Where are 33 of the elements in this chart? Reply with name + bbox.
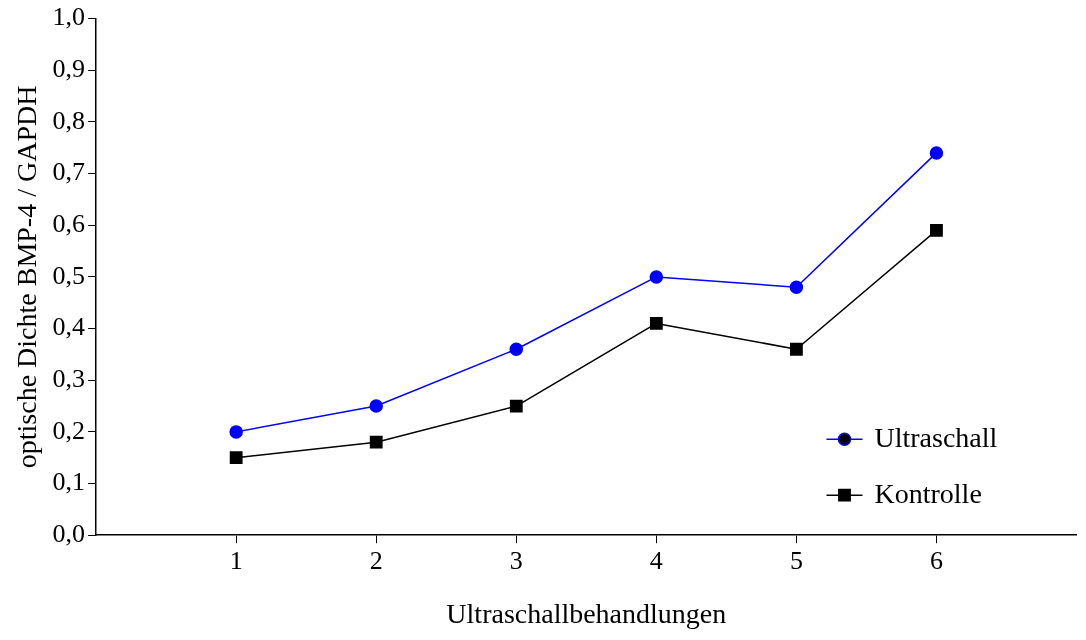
point xyxy=(929,146,944,160)
y-tick-label: 0,5 xyxy=(52,260,86,290)
point xyxy=(369,399,383,413)
point xyxy=(649,316,663,330)
point xyxy=(509,342,524,356)
y-tick-label: 0,8 xyxy=(52,105,86,135)
x-axis-title: Ultraschallbehandlungen xyxy=(446,597,727,629)
y-tick-label: 0,4 xyxy=(52,312,86,342)
point xyxy=(930,224,943,237)
y-tick-label: 0,7 xyxy=(52,157,86,187)
x-tick-label: 5 xyxy=(789,545,803,575)
point xyxy=(509,399,523,413)
legend-label: Kontrolle xyxy=(874,477,982,509)
y-tick-label: 0,3 xyxy=(52,364,86,394)
point xyxy=(229,451,243,465)
y-tick-label: 0,2 xyxy=(52,415,86,445)
point xyxy=(369,435,383,449)
y-tick-label: 0,0 xyxy=(52,519,86,549)
y-tick-label: 0,6 xyxy=(52,209,86,239)
legend-label: Ultraschall xyxy=(874,421,998,453)
point xyxy=(789,280,804,294)
x-tick-label: 4 xyxy=(649,545,663,575)
x-tick-label: 3 xyxy=(509,545,523,575)
point xyxy=(649,270,664,284)
y-tick-label: 0,9 xyxy=(52,54,86,84)
y-tick-label: 1,0 xyxy=(52,2,86,32)
y-axis-title: optische Dichte BMP-4 / GAPDH xyxy=(11,85,43,469)
x-tick-label: 6 xyxy=(929,545,943,575)
point xyxy=(229,425,243,439)
point xyxy=(789,342,803,356)
x-tick-label: 2 xyxy=(369,545,383,575)
x-tick-label: 1 xyxy=(229,545,243,575)
y-tick-label: 0,1 xyxy=(52,467,86,497)
